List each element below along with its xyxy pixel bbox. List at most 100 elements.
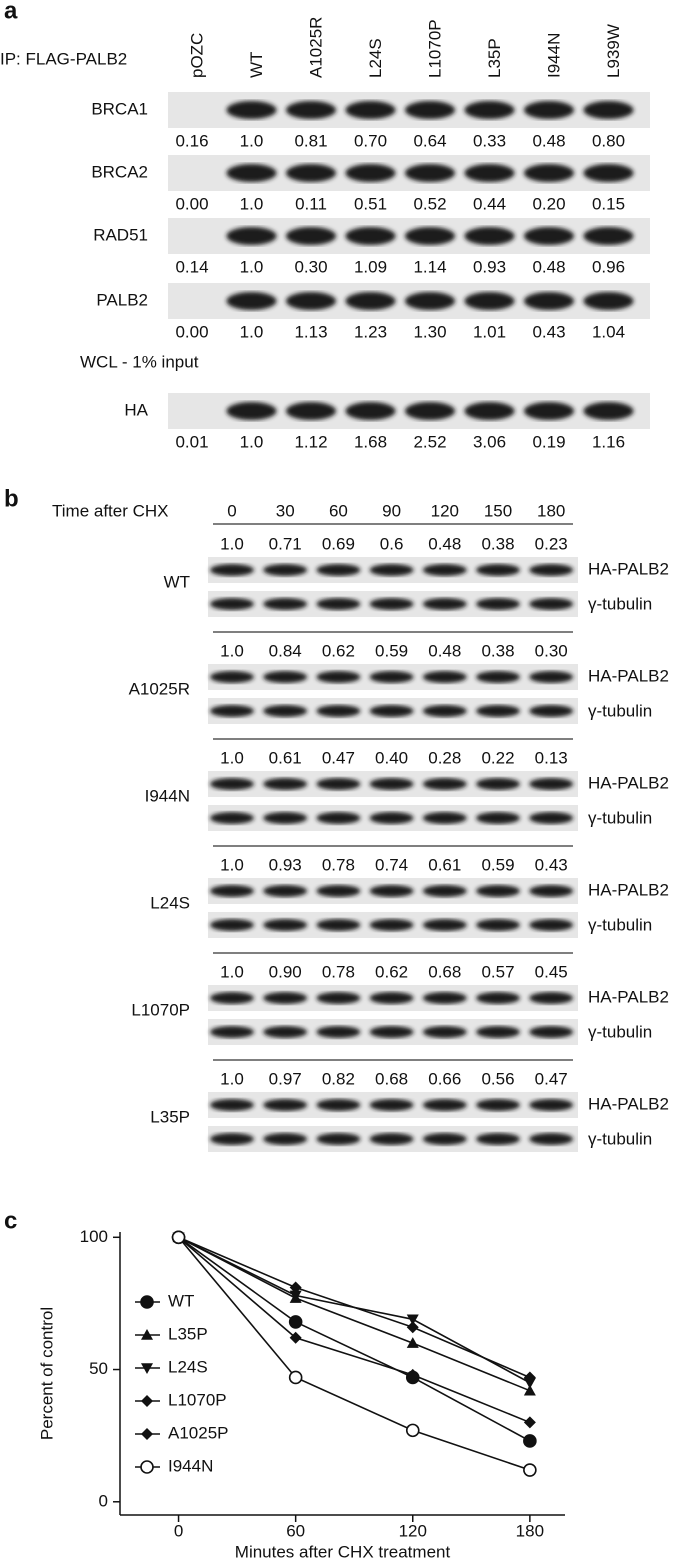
quant-label: 1.09 xyxy=(354,257,387,276)
band xyxy=(476,1099,520,1111)
quant-label: 1.68 xyxy=(354,432,387,451)
quant-label: 0.30 xyxy=(535,641,568,660)
band xyxy=(263,885,308,897)
quant-label: 0.61 xyxy=(269,748,302,767)
band xyxy=(529,1133,574,1145)
band xyxy=(422,812,467,824)
quant-label: 0.11 xyxy=(295,194,327,213)
band xyxy=(464,164,515,182)
band xyxy=(263,1099,308,1111)
quant-label: 3.06 xyxy=(473,432,506,451)
quant-label: 1.0 xyxy=(220,748,244,767)
quant-label: 0.57 xyxy=(481,962,514,981)
band xyxy=(422,564,467,576)
quant-label: 0.96 xyxy=(592,257,625,276)
x-tick-label: 60 xyxy=(286,1521,305,1540)
marker xyxy=(523,1416,536,1429)
row-label: BRCA2 xyxy=(91,162,148,181)
legend-label: L1070P xyxy=(168,1390,227,1409)
quant-label: 0.90 xyxy=(269,962,302,981)
y-tick-label: 50 xyxy=(89,1359,108,1378)
quant-label: 0.40 xyxy=(375,748,408,767)
band-label: HA-PALB2 xyxy=(588,773,669,792)
band-label: γ-tubulin xyxy=(588,808,652,827)
legend-label: A1025P xyxy=(168,1423,229,1442)
quant-label: 0.68 xyxy=(375,1069,408,1088)
band xyxy=(316,598,361,610)
band xyxy=(210,778,254,790)
quant-label: 0.01 xyxy=(175,432,208,451)
x-tick-label: 180 xyxy=(516,1521,544,1540)
band xyxy=(422,992,467,1004)
band xyxy=(263,598,308,610)
quant-label: 0.14 xyxy=(175,257,208,276)
quant-label: 1.30 xyxy=(413,322,446,341)
band xyxy=(405,101,455,119)
quant-label: 0.56 xyxy=(481,1069,514,1088)
y-tick-label: 0 xyxy=(99,1491,108,1510)
quant-label: 0.59 xyxy=(375,641,408,660)
quant-label: 0.20 xyxy=(532,194,565,213)
quant-label: 0.22 xyxy=(481,748,514,767)
quant-label: 0.93 xyxy=(269,855,302,874)
quant-label: 1.0 xyxy=(220,855,244,874)
band xyxy=(529,919,574,931)
quant-label: 0.48 xyxy=(428,534,461,553)
band xyxy=(476,919,520,931)
band xyxy=(345,402,396,420)
band xyxy=(316,778,361,790)
band xyxy=(263,1026,308,1038)
quant-label: 0.44 xyxy=(473,194,506,213)
band xyxy=(422,885,467,897)
band xyxy=(316,564,361,576)
band xyxy=(529,778,574,790)
band xyxy=(226,402,277,420)
band xyxy=(345,227,396,245)
legend-label: WT xyxy=(168,1291,194,1310)
band xyxy=(286,101,336,119)
band xyxy=(316,812,361,824)
band xyxy=(369,1133,414,1145)
band xyxy=(210,671,254,683)
band xyxy=(529,705,574,717)
band-label: γ-tubulin xyxy=(588,915,652,934)
quant-label: 0.48 xyxy=(532,131,565,150)
marker xyxy=(406,1337,419,1348)
band-label: HA-PALB2 xyxy=(588,1094,669,1113)
x-axis-label: Minutes after CHX treatment xyxy=(235,1542,451,1561)
quant-label: 0.93 xyxy=(473,257,506,276)
quant-label: 0.00 xyxy=(175,194,208,213)
series-line xyxy=(177,1236,531,1471)
band-label: γ-tubulin xyxy=(588,1129,652,1148)
group-label: A1025R xyxy=(129,679,190,698)
group-label: L35P xyxy=(150,1107,190,1126)
quant-label: 0.30 xyxy=(294,257,327,276)
band xyxy=(405,402,455,420)
band xyxy=(286,164,336,182)
band xyxy=(464,101,515,119)
quant-label: 0.23 xyxy=(535,534,568,553)
band xyxy=(422,778,467,790)
panel-label: b xyxy=(4,485,19,512)
band xyxy=(476,885,520,897)
band xyxy=(583,292,634,310)
band xyxy=(422,671,467,683)
band xyxy=(524,292,574,310)
row-label: BRCA1 xyxy=(91,99,148,118)
band xyxy=(524,164,574,182)
band xyxy=(210,885,254,897)
marker xyxy=(406,1321,419,1334)
quant-label: 1.16 xyxy=(592,432,625,451)
quant-label: 0.13 xyxy=(535,748,568,767)
band xyxy=(369,598,414,610)
band xyxy=(405,292,455,310)
band xyxy=(316,1133,361,1145)
quant-label: 0.81 xyxy=(294,131,327,150)
band xyxy=(583,101,634,119)
band xyxy=(316,1099,361,1111)
band xyxy=(369,812,414,824)
band xyxy=(316,992,361,1004)
band xyxy=(210,598,254,610)
band xyxy=(422,598,467,610)
quant-label: 1.01 xyxy=(473,322,506,341)
